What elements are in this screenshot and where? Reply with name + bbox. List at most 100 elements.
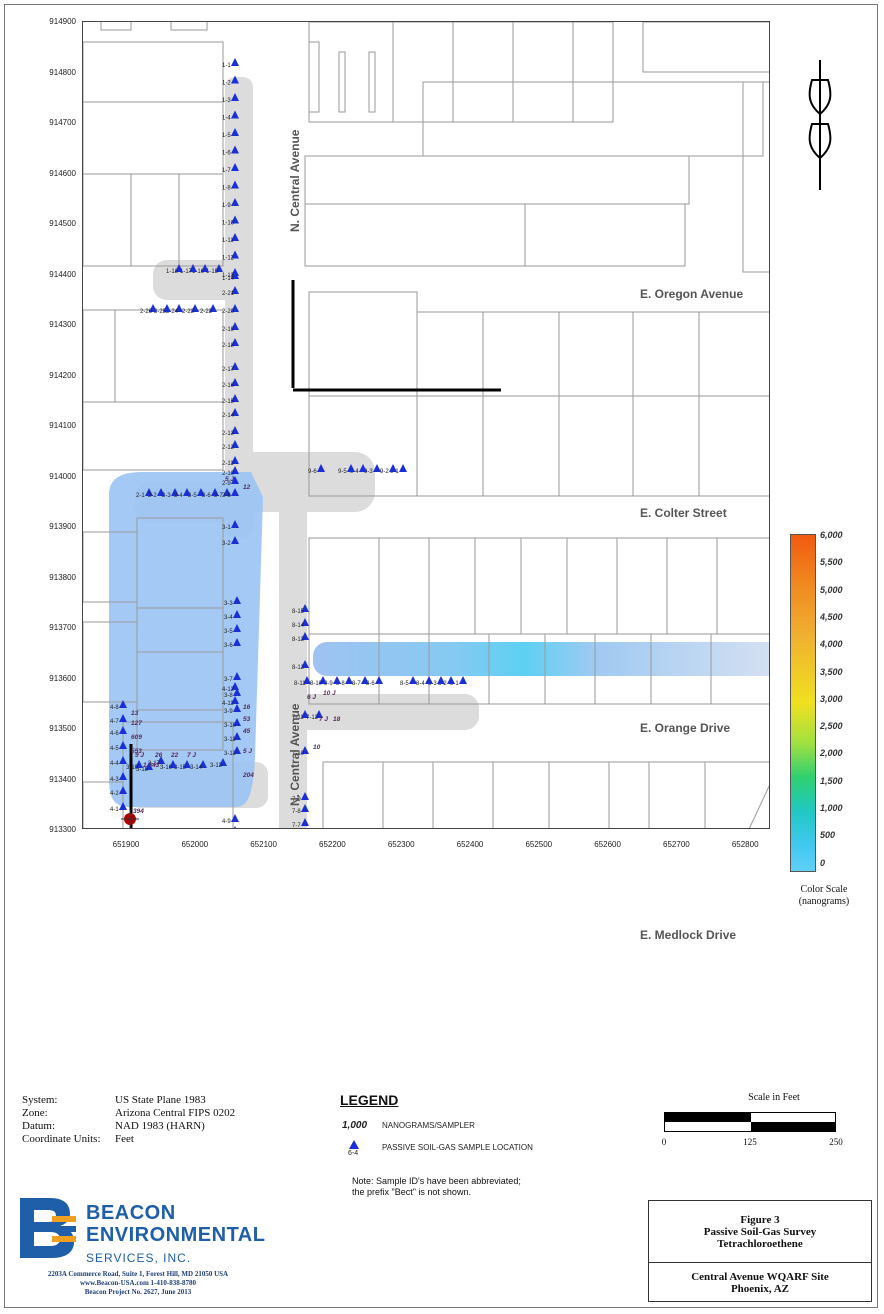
sample-marker-icon[interactable] [119, 714, 127, 722]
sample-marker-icon[interactable] [231, 426, 239, 434]
sample-marker-icon[interactable] [189, 264, 197, 272]
sample-marker-icon[interactable] [231, 250, 239, 259]
sample-marker-icon[interactable] [119, 741, 127, 749]
sample-marker-icon[interactable] [231, 75, 239, 84]
sample-marker-icon[interactable] [437, 676, 445, 684]
sample-marker-icon[interactable] [301, 792, 309, 800]
sample-marker-icon[interactable] [231, 93, 239, 101]
sample-marker-icon[interactable] [219, 758, 227, 766]
sample-marker-icon[interactable] [231, 682, 239, 690]
sample-marker-icon[interactable] [233, 672, 241, 680]
sample-marker-icon[interactable] [119, 726, 127, 734]
sample-marker-icon[interactable] [175, 264, 183, 272]
sample-marker-icon[interactable] [231, 362, 239, 370]
sample-marker-icon[interactable] [231, 696, 239, 704]
sample-marker-icon[interactable] [211, 488, 219, 496]
sample-marker-icon[interactable] [231, 322, 239, 330]
sample-marker-icon[interactable] [301, 632, 309, 640]
sample-marker-icon[interactable] [145, 488, 153, 496]
sample-marker-icon[interactable] [233, 718, 241, 726]
sample-marker-icon[interactable] [231, 286, 239, 294]
sample-marker-icon[interactable] [231, 215, 239, 224]
sample-marker-icon[interactable] [231, 378, 239, 386]
sample-marker-icon[interactable] [201, 264, 209, 272]
sample-marker-icon[interactable] [119, 786, 127, 794]
sample-marker-icon[interactable] [301, 804, 309, 812]
sample-marker-icon[interactable] [183, 760, 191, 768]
sample-marker-icon[interactable] [171, 488, 179, 496]
sample-marker-icon[interactable] [425, 676, 433, 684]
sample-marker-icon[interactable] [231, 180, 239, 189]
sample-marker-icon[interactable] [119, 756, 127, 764]
sample-marker-icon[interactable] [231, 338, 239, 346]
sample-marker-icon[interactable] [301, 818, 309, 826]
sample-marker-icon[interactable] [233, 624, 241, 632]
sample-marker-icon[interactable] [301, 660, 309, 668]
sample-marker-icon[interactable] [317, 464, 325, 472]
sample-marker-icon[interactable] [183, 488, 191, 496]
sample-marker-icon[interactable] [233, 732, 241, 740]
map-frame[interactable]: 1-1 1-2 1-3 1-4 1-5 1-6 1-7 1-8 1-9 1-10 1-11 1-12 1… [82, 21, 770, 829]
sample-marker-icon[interactable] [301, 604, 309, 612]
sample-marker-icon[interactable] [231, 394, 239, 402]
sample-marker-icon[interactable] [231, 128, 239, 136]
sample-marker-icon[interactable] [233, 596, 241, 604]
sample-marker-icon[interactable] [215, 264, 223, 272]
sample-marker-icon[interactable] [231, 520, 239, 528]
sample-marker-icon[interactable] [375, 676, 383, 684]
sample-marker-icon[interactable] [145, 762, 153, 770]
sample-marker-icon[interactable] [231, 233, 239, 241]
sample-marker-icon[interactable] [345, 676, 353, 684]
sample-marker-icon[interactable] [359, 464, 367, 472]
sample-marker-icon[interactable] [149, 304, 157, 312]
sample-marker-icon[interactable] [157, 756, 165, 764]
sample-marker-icon[interactable] [231, 456, 239, 464]
sample-marker-icon[interactable] [447, 676, 455, 684]
sample-marker-icon[interactable] [231, 536, 239, 544]
sample-marker-icon[interactable] [409, 676, 417, 684]
sample-marker-icon[interactable] [231, 408, 239, 416]
sample-marker-icon[interactable] [399, 464, 407, 472]
site-map[interactable]: 1-1 1-2 1-3 1-4 1-5 1-6 1-7 1-8 1-9 1-10 1-11 1-12 1… [83, 22, 770, 829]
sample-marker-icon[interactable] [135, 760, 143, 768]
sample-marker-icon[interactable] [231, 198, 239, 206]
sample-marker-icon[interactable] [315, 710, 323, 718]
sample-marker-icon[interactable] [233, 610, 241, 618]
sample-marker-icon[interactable] [347, 464, 355, 472]
sample-marker-icon[interactable] [209, 304, 217, 312]
sample-marker-icon[interactable] [223, 488, 231, 496]
sample-marker-icon[interactable] [231, 814, 239, 822]
sample-marker-icon[interactable] [197, 488, 205, 496]
sample-marker-icon[interactable] [231, 476, 239, 484]
sample-marker-icon[interactable] [199, 760, 207, 768]
sample-marker-icon[interactable] [373, 464, 381, 472]
sample-marker-icon[interactable] [231, 440, 239, 448]
sample-marker-icon[interactable] [231, 466, 239, 474]
sample-marker-icon[interactable] [361, 676, 369, 684]
sample-marker-icon[interactable] [157, 488, 165, 496]
sample-marker-icon[interactable] [191, 304, 199, 312]
sample-marker-icon[interactable] [175, 304, 183, 312]
sample-marker-icon[interactable] [119, 802, 127, 810]
sample-marker-icon[interactable] [231, 58, 239, 66]
sample-marker-icon[interactable] [389, 464, 397, 472]
sample-marker-icon[interactable] [301, 618, 309, 626]
sample-marker-icon[interactable] [231, 271, 239, 279]
sample-marker-icon[interactable] [233, 746, 241, 754]
sample-marker-icon[interactable] [231, 488, 239, 496]
sample-marker-icon[interactable] [333, 676, 341, 684]
sample-marker-icon[interactable] [231, 826, 239, 829]
sample-marker-icon[interactable] [233, 638, 241, 646]
sample-marker-icon[interactable] [231, 304, 239, 312]
sample-marker-icon[interactable] [119, 700, 127, 708]
sample-marker-icon[interactable] [233, 688, 241, 696]
sample-marker-icon[interactable] [233, 704, 241, 712]
sample-marker-icon[interactable] [231, 110, 239, 119]
sample-marker-icon[interactable] [459, 676, 467, 684]
sample-marker-icon[interactable] [301, 746, 309, 754]
sample-marker-icon[interactable] [303, 676, 311, 684]
sample-marker-icon[interactable] [119, 772, 127, 780]
sample-marker-icon[interactable] [231, 145, 239, 154]
sample-marker-icon[interactable] [301, 710, 309, 718]
sample-marker-icon[interactable] [163, 304, 171, 312]
